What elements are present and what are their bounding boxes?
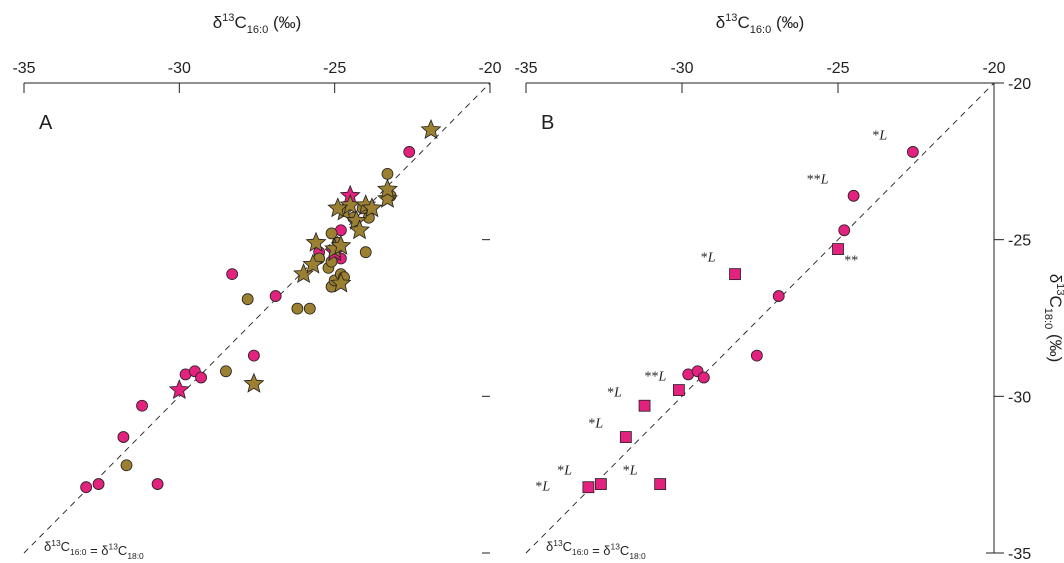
data-point-star [302,253,324,274]
data-point-circle [241,293,254,306]
data-point-square [654,478,667,490]
data-point-square [672,384,685,396]
data-point-circle [220,365,232,378]
data-point-circle [117,431,130,443]
significance-label: *L [588,417,603,432]
significance-label: *L [623,464,638,479]
data-point-square [594,478,607,490]
data-point-star [361,197,383,218]
significance-label: *L [872,128,887,143]
panel-label: B [541,112,554,134]
panel-label: A [39,112,53,134]
x-tick-label: -25 [826,60,849,77]
data-point-circle [303,302,316,315]
x-tick-label: -30 [168,60,191,77]
x-tick-label: -25 [323,60,346,77]
reference-line-label: δ13C16:0 = δ13C18:0 [546,538,646,561]
x-tick-label: -20 [982,60,1005,77]
data-point-star [243,372,265,393]
significance-label: *L [701,251,716,266]
data-point-circle [847,189,860,202]
data-point-circle [151,478,164,490]
data-point-star [377,187,398,208]
data-point-circle [359,246,372,259]
data-point-star [168,379,190,400]
one-to-one-line [525,82,995,554]
data-point-circle [697,371,710,384]
data-point-square [619,431,632,443]
data-point-circle [195,371,207,384]
data-point-circle [80,481,93,494]
data-point-circle [291,302,304,315]
x-tick-label: -20 [478,60,501,77]
x-tick-label: -35 [514,60,537,77]
reference-line-label: δ13C16:0 = δ13C18:0 [44,538,144,561]
significance-label: *L [557,464,572,479]
data-point-circle [92,478,105,490]
x-axis-title: δ13C16:0 (‰) [213,12,302,36]
data-point-circle [325,227,338,240]
data-point-star [330,272,352,293]
data-point-circle [247,349,260,362]
one-to-one-line [23,82,491,554]
data-point-square [582,481,595,494]
x-tick-label: -30 [670,60,693,77]
significance-label: ** [844,254,858,269]
data-point-star [327,197,349,218]
data-point-star [420,118,442,139]
data-point-circle [906,146,919,158]
data-point-circle [403,146,416,158]
data-point-circle [120,459,133,472]
y-tick-label: -20 [1008,76,1031,93]
significance-label: *L [607,385,622,400]
data-point-square [638,399,651,412]
data-point-circle [750,349,763,362]
data-point-square [832,243,844,255]
data-point-star [305,231,327,252]
data-point-star [377,178,398,199]
data-point-circle [269,290,282,302]
panel-b: -35 -30 -25 -20 δ13C16:0 (‰) -20 -25 -30 -35 δ13C… [514,12,1064,563]
y-tick-label: -25 [1008,233,1031,250]
significance-label: **L [807,172,829,187]
data-point-circle [772,290,785,302]
data-point-square [729,268,741,281]
significance-label: *L [535,479,550,494]
data-point-circle [838,224,851,237]
data-point-star [330,234,352,255]
x-tick-label: -35 [12,60,35,77]
y-tick-label: -30 [1008,389,1031,406]
data-point-circle [226,268,239,281]
data-point-circle [381,167,394,180]
y-axis-title: δ13C18:0 (‰) [1042,274,1064,363]
data-point-circle [136,399,148,412]
data-point-star [349,219,370,240]
y-tick-label: -35 [1008,546,1031,563]
x-axis-title: δ13C16:0 (‰) [716,12,805,36]
significance-label: **L [645,370,667,385]
